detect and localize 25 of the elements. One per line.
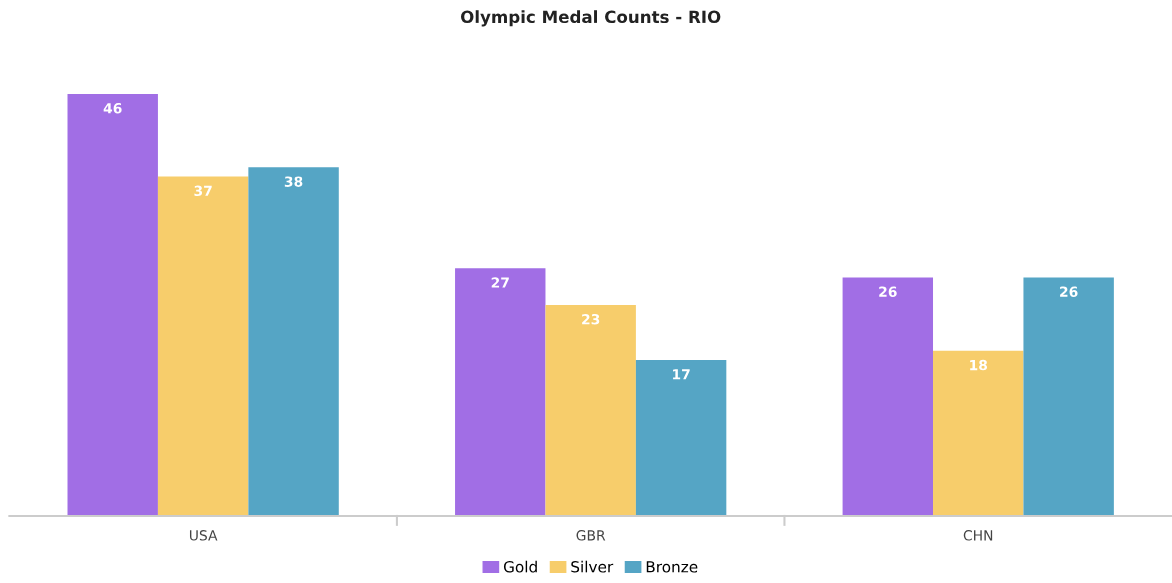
data-label: 26 bbox=[879, 286, 897, 297]
x-tick-label: GBR bbox=[576, 530, 606, 541]
data-label: 18 bbox=[970, 359, 988, 371]
bar bbox=[842, 277, 934, 516]
bar bbox=[1023, 277, 1114, 516]
data-label: 17 bbox=[673, 369, 690, 380]
bar bbox=[157, 176, 249, 516]
bar bbox=[635, 360, 727, 516]
bar bbox=[545, 304, 636, 516]
data-label: 23 bbox=[582, 313, 600, 325]
chart-title: Olympic Medal Counts - RIO bbox=[461, 10, 721, 27]
data-label: 37 bbox=[194, 185, 212, 197]
legend-label: Silver bbox=[571, 560, 614, 573]
bar bbox=[455, 268, 546, 516]
x-tick-label: CHN bbox=[963, 530, 993, 541]
bar bbox=[67, 93, 158, 516]
bar bbox=[248, 167, 339, 516]
data-label: 27 bbox=[491, 277, 509, 288]
data-label: 38 bbox=[284, 176, 303, 187]
bar bbox=[933, 350, 1024, 516]
legend-label: Gold bbox=[503, 560, 537, 573]
data-label: 46 bbox=[103, 103, 122, 114]
data-label: 26 bbox=[1060, 286, 1078, 297]
x-tick-label: USA bbox=[189, 530, 218, 541]
legend-label: Bronze bbox=[646, 561, 698, 573]
